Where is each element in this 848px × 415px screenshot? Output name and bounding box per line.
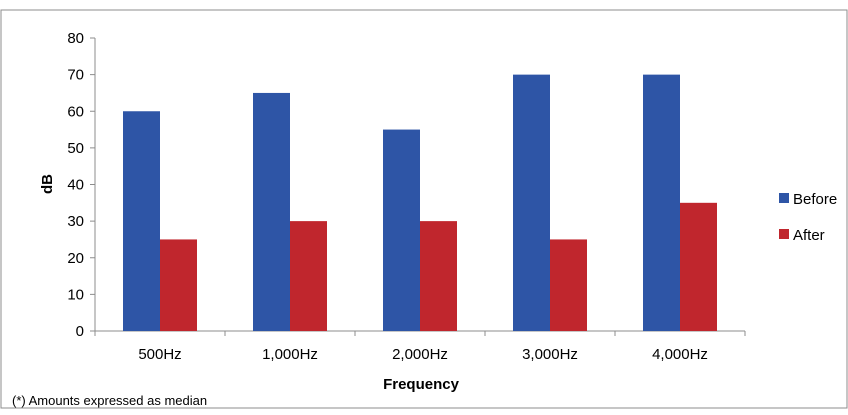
bar-after: [420, 221, 457, 331]
y-tick-label: 70: [67, 67, 84, 84]
y-tick-label: 80: [67, 30, 84, 47]
x-tick-label: 3,000Hz: [522, 346, 578, 363]
y-tick-label: 30: [67, 213, 84, 230]
plot-area: 0 10 20 30 40 50 60 70 80 500Hz 1,000Hz 2,000Hz 3,00…: [67, 30, 746, 363]
footnote: (*) Amounts expressed as median: [12, 393, 207, 408]
x-tick-label: 2,000Hz: [392, 346, 448, 363]
y-tick-label: 50: [67, 140, 84, 157]
y-axis-title: dB: [39, 174, 56, 194]
x-tick-label: 500Hz: [138, 346, 181, 363]
legend: Before After: [779, 191, 837, 244]
x-axis-title: Frequency: [383, 376, 460, 393]
y-tick-label: 0: [76, 323, 84, 340]
x-tick-label: 4,000Hz: [652, 346, 708, 363]
bar-before: [643, 74, 680, 331]
y-tick-label: 10: [67, 286, 84, 303]
x-tick-label: 1,000Hz: [262, 346, 318, 363]
bar-before: [513, 74, 550, 331]
bar-after: [160, 239, 197, 331]
legend-swatch-after: [779, 229, 789, 239]
bar-before: [383, 129, 420, 331]
bar-after: [550, 239, 587, 331]
bar-after: [290, 221, 327, 331]
bar-before: [123, 111, 160, 331]
legend-label-before: Before: [793, 191, 837, 208]
bar-after: [680, 202, 717, 331]
legend-label-after: After: [793, 227, 825, 244]
bar-before: [253, 92, 290, 331]
legend-swatch-before: [779, 193, 789, 203]
y-tick-label: 60: [67, 103, 84, 120]
y-tick-label: 20: [67, 250, 84, 267]
y-tick-label: 40: [67, 177, 84, 194]
